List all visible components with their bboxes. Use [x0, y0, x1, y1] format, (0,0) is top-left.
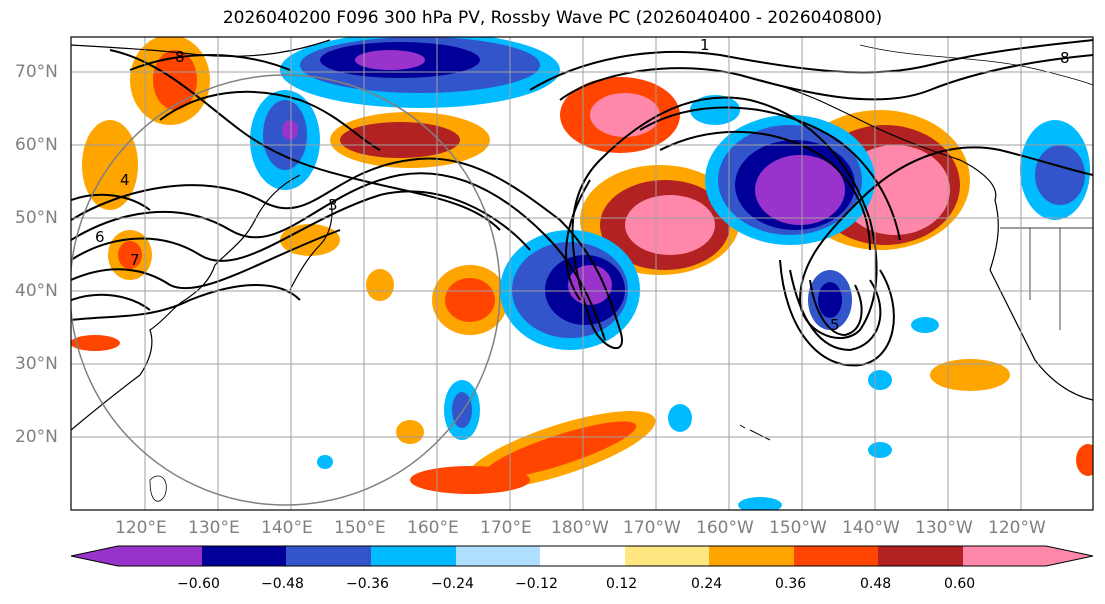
graticule [71, 37, 1093, 510]
lat-label: 20°N [15, 427, 58, 447]
colorbar-swatch [456, 546, 540, 566]
lon-label: 130°W [915, 518, 973, 538]
colorbar-swatch [202, 546, 286, 566]
lon-label: 180°W [551, 518, 609, 538]
lon-label: 160°W [696, 518, 754, 538]
contour-label: 6 [95, 228, 105, 246]
pos-anomaly [396, 420, 424, 444]
colorbar-swatch [118, 546, 202, 566]
neg-anomaly [738, 497, 782, 510]
lon-label: 160°E [407, 518, 459, 538]
colorbar-tick-label: −0.60 [177, 576, 220, 592]
pos-anomaly [366, 269, 394, 301]
colorbar-tick-label: 0.60 [944, 576, 976, 592]
contour-label: 5 [830, 316, 840, 334]
pos-anomaly [590, 93, 660, 137]
lon-label: 140°W [842, 518, 900, 538]
colorbar-tick-label: −0.24 [431, 576, 474, 592]
contour-label-group: 1 8 3 4 5 6 7 8 [95, 36, 1070, 334]
colorbar-swatch [540, 546, 625, 566]
contour-label: 3 [328, 196, 338, 214]
neg-anomaly [868, 370, 892, 390]
contour-label: 7 [130, 251, 140, 269]
lon-label: 120°E [115, 518, 167, 538]
colorbar-tick-label: 0.36 [775, 576, 807, 592]
colorbar-tick-label: −0.48 [261, 576, 304, 592]
pos-anomaly [445, 278, 495, 322]
lat-label: 50°N [15, 208, 58, 228]
neg-anomaly [317, 455, 333, 469]
neg-anomaly [868, 442, 892, 458]
contour-label: 8 [1060, 49, 1070, 67]
neg-anomaly [690, 95, 740, 125]
neg-anomaly [755, 155, 845, 225]
lat-label: 60°N [15, 135, 58, 155]
pos-anomaly [410, 466, 530, 494]
neg-anomaly [355, 50, 425, 70]
contour-label: 8 [175, 48, 185, 66]
contour-label: 1 [700, 36, 710, 54]
colorbar-tick-label: −0.36 [346, 576, 389, 592]
colorbar-extend-left [71, 546, 118, 566]
colorbar-tick-label: 0.24 [691, 576, 723, 592]
neg-anomaly [911, 317, 939, 333]
neg-anomaly [1035, 145, 1085, 205]
lon-label: 130°E [188, 518, 240, 538]
colorbar-tick-label: 0.12 [606, 576, 638, 592]
colorbar-swatch [286, 546, 371, 566]
neg-anomaly [818, 282, 842, 318]
colorbar-swatch [371, 546, 456, 566]
colorbar-tick-label: 0.48 [860, 576, 892, 592]
colorbar-swatch [709, 546, 794, 566]
neg-anomaly [568, 265, 612, 305]
neg-anomaly [282, 120, 298, 140]
colorbar-swatch [963, 546, 1046, 566]
reference-circle [71, 74, 501, 506]
pv-contours [71, 39, 1093, 367]
lon-label: 120°W [988, 518, 1046, 538]
colorbar-outline [70, 545, 1094, 567]
lat-label: 30°N [15, 354, 58, 374]
colorbar-tick-label: −0.12 [515, 576, 558, 592]
lon-label: 140°E [261, 518, 313, 538]
pos-anomaly [625, 195, 715, 255]
neg-anomaly [668, 404, 692, 432]
pos-anomaly [483, 421, 637, 479]
colorbar-swatch [794, 546, 878, 566]
lon-label: 170°W [623, 518, 681, 538]
pos-anomaly [118, 241, 142, 269]
map-title: 2026040200 F096 300 hPa PV, Rossby Wave … [222, 8, 883, 28]
contour-label: 4 [120, 171, 130, 189]
pos-anomaly [930, 359, 1010, 391]
lon-label: 170°E [480, 518, 532, 538]
colorbar-extend-right [1046, 546, 1093, 566]
colorbar [70, 545, 1094, 567]
colorbar-swatch [878, 546, 963, 566]
lat-label: 40°N [15, 281, 58, 301]
pos-anomaly [1076, 444, 1093, 476]
pos-anomaly [71, 335, 120, 351]
lon-label: 150°E [334, 518, 386, 538]
pos-anomaly [340, 122, 460, 158]
plot-frame [70, 36, 1094, 511]
lon-label: 150°W [769, 518, 827, 538]
colorbar-swatch [625, 546, 709, 566]
lat-label: 70°N [15, 62, 58, 82]
